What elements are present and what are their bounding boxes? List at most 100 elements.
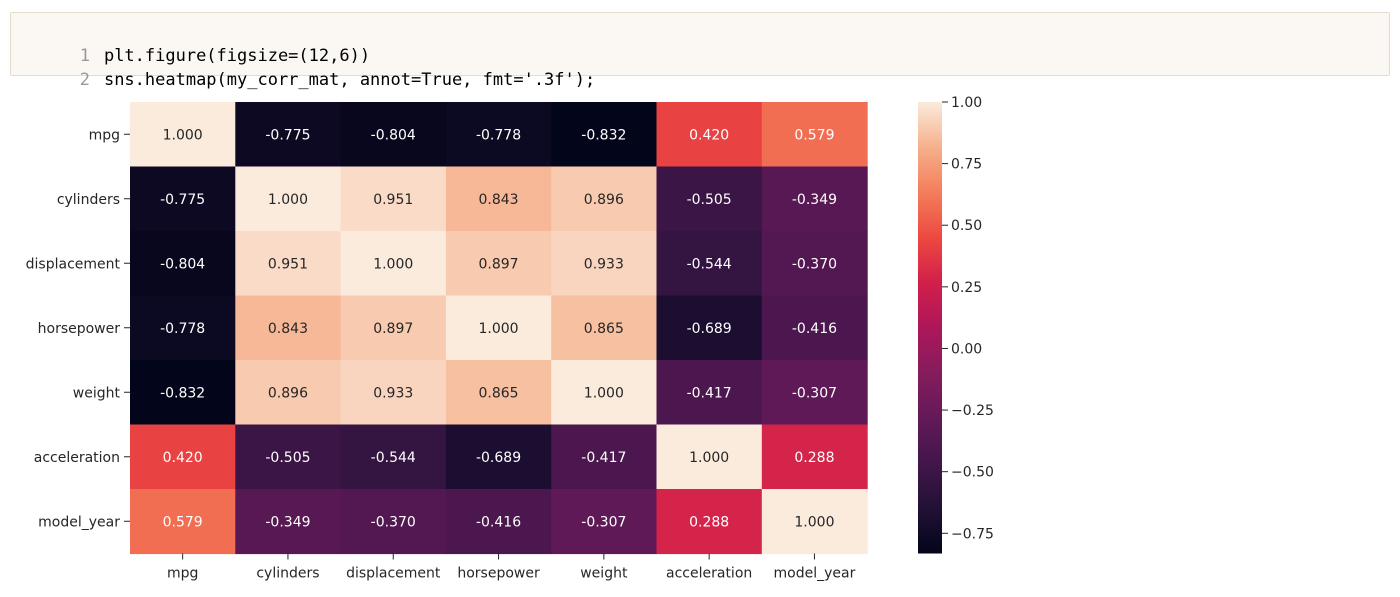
heatmap-cell	[235, 489, 342, 555]
heatmap-cell	[761, 295, 868, 361]
cell-annotation: -0.307	[581, 514, 626, 530]
cell-annotation: 0.896	[584, 192, 624, 208]
cell-annotation: 0.843	[268, 321, 308, 337]
heatmap-cell	[340, 489, 447, 555]
heatmap-cell	[761, 102, 868, 168]
correlation-heatmap: 1.000 -0.775 -0.804 -0.778 -0.832 0.420 0.579 -…	[26, 95, 994, 582]
cell-annotation: 0.865	[584, 321, 624, 337]
y-tick-label: weight	[73, 385, 121, 401]
heatmap-cell	[761, 231, 868, 297]
y-tick-label: model_year	[38, 514, 120, 530]
heatmap-cell	[340, 424, 447, 490]
cell-annotation: 1.000	[584, 385, 624, 401]
cell-annotation: -0.689	[476, 450, 521, 466]
x-tick-label: displacement	[346, 566, 441, 582]
heatmap-cell	[340, 102, 447, 168]
cell-annotation: 0.288	[689, 514, 729, 530]
heatmap-cell	[656, 231, 763, 297]
cell-annotation: 0.897	[373, 321, 413, 337]
colorbar-tick-label: −0.25	[951, 403, 994, 419]
cell-annotation: 0.579	[163, 514, 203, 530]
cell-annotation: -0.544	[371, 450, 416, 466]
heatmap-cell	[656, 166, 763, 232]
colorbar: 1.00 0.75 0.50 0.25 0.00 −0.25 −0.50 −0.75	[918, 95, 994, 554]
heatmap-cell	[445, 424, 552, 490]
cell-annotation: 0.951	[373, 192, 413, 208]
heatmap-cell	[551, 166, 658, 232]
cell-annotation: 0.288	[794, 450, 834, 466]
heatmap-cell	[235, 295, 342, 361]
heatmap-cells	[130, 102, 868, 555]
cell-annotation: 0.420	[163, 450, 203, 466]
colorbar-tick-label: 0.75	[951, 157, 982, 173]
heatmap-cell	[340, 231, 447, 297]
heatmap-cell	[551, 424, 658, 490]
code-text: plt.figure(figsize=(12,6))	[103, 46, 371, 66]
heatmap-cell	[235, 424, 342, 490]
line-number: 1	[79, 46, 90, 66]
cell-annotation: 0.579	[794, 127, 834, 143]
y-tick-label: cylinders	[57, 192, 120, 208]
code-text: sns.heatmap(my_corr_mat, annot=True, fmt…	[103, 70, 596, 90]
cell-annotation: 1.000	[373, 256, 413, 272]
cell-annotation: -0.505	[687, 192, 732, 208]
heatmap-cell	[235, 231, 342, 297]
cell-annotation: -0.417	[687, 385, 732, 401]
heatmap-cell	[551, 231, 658, 297]
heatmap-cell	[656, 424, 763, 490]
heatmap-cell	[551, 102, 658, 168]
x-tick-label: cylinders	[256, 566, 319, 582]
cell-annotation: -0.349	[792, 192, 837, 208]
cell-annotation: -0.775	[265, 127, 310, 143]
y-axis-tick-labels: mpg cylinders displacement horsepower weight…	[26, 127, 130, 530]
cell-annotation: 0.933	[373, 385, 413, 401]
heatmap-cell	[130, 102, 236, 168]
code-cell[interactable]: 1 plt.figure(figsize=(12,6)) 2 sns.heatmap…	[10, 12, 1390, 90]
x-axis-tick-labels: mpg cylinders displacement horsepower weight…	[167, 553, 856, 582]
y-tick-label: mpg	[89, 127, 120, 143]
heatmap-cell	[340, 360, 447, 426]
cell-annotation: 1.000	[689, 450, 729, 466]
line-number: 2	[79, 70, 90, 90]
y-tick-label: displacement	[26, 256, 121, 272]
cell-annotation: 0.897	[479, 256, 519, 272]
code-line-2: 2 sns.heatmap(my_corr_mat, annot=True, fm…	[11, 44, 596, 90]
heatmap-cell	[235, 102, 342, 168]
heatmap-cell	[445, 166, 552, 232]
x-tick-label: model_year	[774, 566, 856, 582]
heatmap-cell	[445, 360, 552, 426]
heatmap-cell	[656, 489, 763, 555]
heatmap-annotations: 1.000 -0.775 -0.804 -0.778 -0.832 0.420 0.579 -…	[160, 127, 837, 530]
cell-annotation: 1.000	[163, 127, 203, 143]
cell-annotation: -0.544	[687, 256, 732, 272]
heatmap-cell	[445, 295, 552, 361]
colorbar-tick-label: 0.00	[951, 341, 982, 357]
cell-annotation: 0.951	[268, 256, 308, 272]
x-tick-label: weight	[580, 566, 628, 582]
cell-annotation: 0.933	[584, 256, 624, 272]
cell-annotation: 1.000	[268, 192, 308, 208]
cell-annotation: -0.804	[371, 127, 416, 143]
heatmap-cell	[130, 295, 236, 361]
heatmap-cell	[656, 102, 763, 168]
cell-annotation: 1.000	[794, 514, 834, 530]
cell-annotation: -0.775	[160, 192, 205, 208]
cell-annotation: -0.307	[792, 385, 837, 401]
cell-annotation: -0.778	[476, 127, 521, 143]
cell-annotation: 0.420	[689, 127, 729, 143]
cell-annotation: -0.832	[581, 127, 626, 143]
heatmap-cell	[235, 360, 342, 426]
x-tick-label: horsepower	[457, 566, 540, 582]
y-tick-label: horsepower	[38, 321, 121, 337]
heatmap-cell	[656, 295, 763, 361]
heatmap-cell	[551, 489, 658, 555]
heatmap-cell	[551, 295, 658, 361]
heatmap-cell	[235, 166, 342, 232]
heatmap-cell	[445, 489, 552, 555]
colorbar-tick-label: 0.25	[951, 280, 982, 296]
cell-annotation: -0.370	[792, 256, 837, 272]
heatmap-cell	[130, 166, 236, 232]
heatmap-cell	[656, 360, 763, 426]
heatmap-cell	[340, 166, 447, 232]
colorbar-tick-label: 0.50	[951, 218, 982, 234]
